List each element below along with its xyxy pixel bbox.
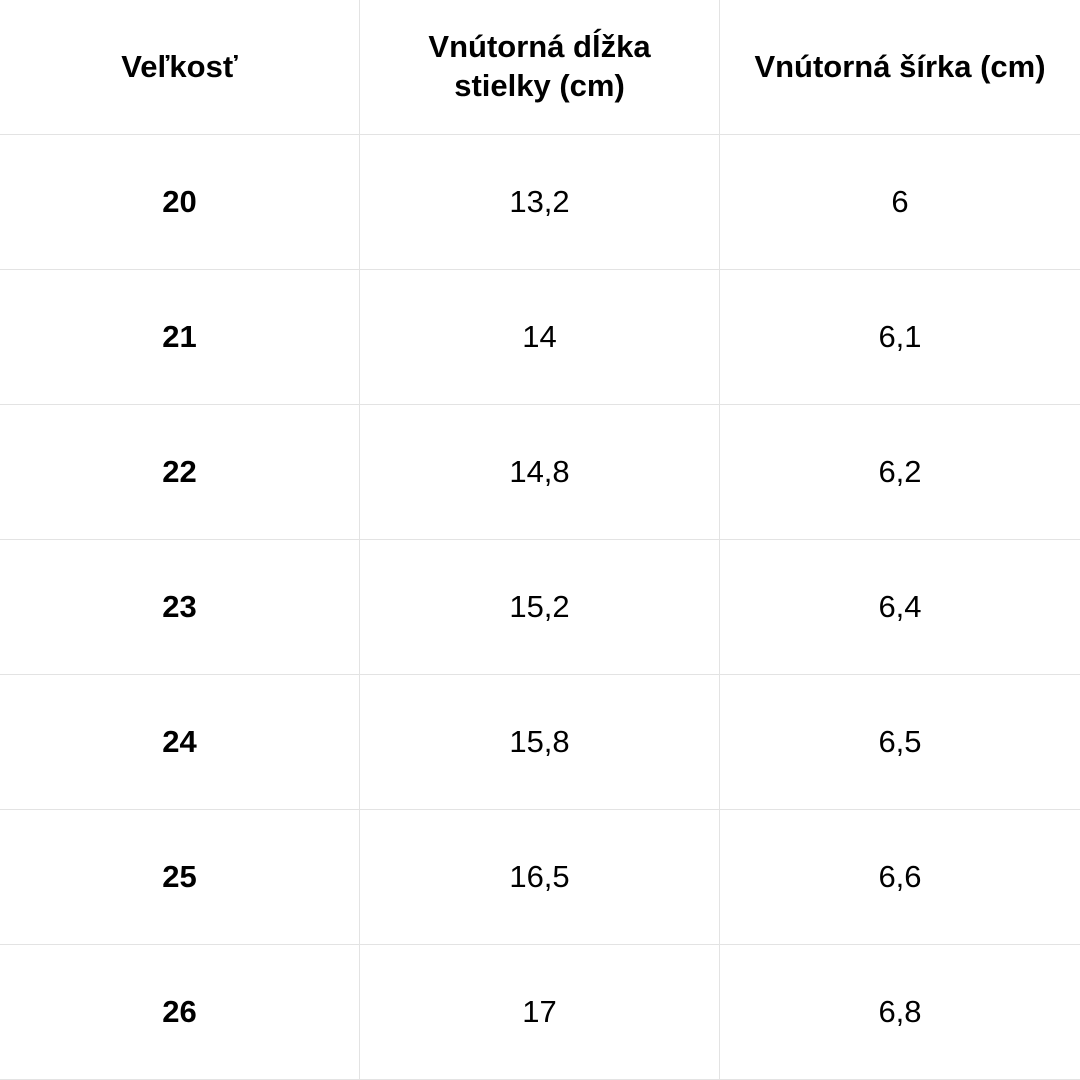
value-cell: 6,1	[720, 270, 1080, 405]
value-cell: 6,2	[720, 405, 1080, 540]
header-cell: Vnútorná šírka (cm)	[720, 0, 1080, 135]
value-cell: 15,2	[360, 540, 720, 675]
value-cell: 16,5	[360, 810, 720, 945]
value-cell: 6,6	[720, 810, 1080, 945]
value-cell: 6,5	[720, 675, 1080, 810]
value-cell: 14	[360, 270, 720, 405]
value-cell: 6,8	[720, 945, 1080, 1080]
value-cell: 13,2	[360, 135, 720, 270]
size-cell: 24	[0, 675, 360, 810]
size-cell: 25	[0, 810, 360, 945]
size-cell: 26	[0, 945, 360, 1080]
size-cell: 20	[0, 135, 360, 270]
size-cell: 23	[0, 540, 360, 675]
value-cell: 6,4	[720, 540, 1080, 675]
value-cell: 17	[360, 945, 720, 1080]
size-cell: 22	[0, 405, 360, 540]
value-cell: 15,8	[360, 675, 720, 810]
header-cell: Vnútorná dĺžka stielky (cm)	[360, 0, 720, 135]
size-cell: 21	[0, 270, 360, 405]
header-cell: Veľkosť	[0, 0, 360, 135]
value-cell: 14,8	[360, 405, 720, 540]
value-cell: 6	[720, 135, 1080, 270]
